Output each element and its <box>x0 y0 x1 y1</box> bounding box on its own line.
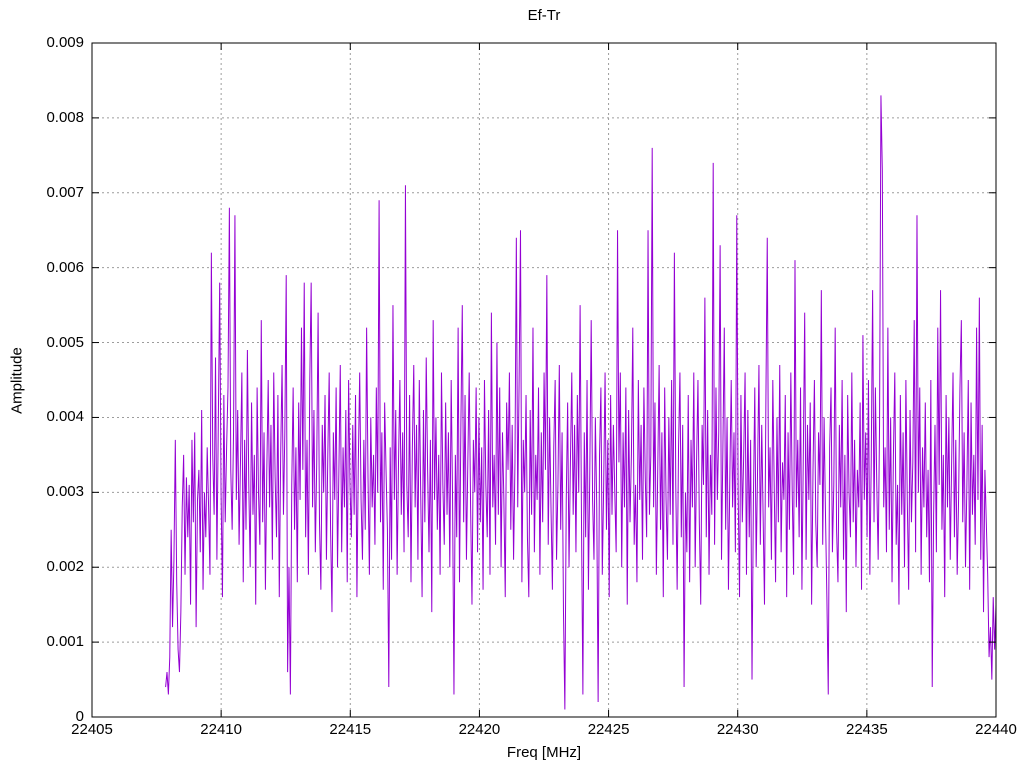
y-tick-label: 0.005 <box>46 333 84 351</box>
x-axis-label: Freq [MHz] <box>506 744 582 761</box>
y-tick-label: 0 <box>75 708 84 725</box>
y-tick-label: 0.001 <box>46 633 84 651</box>
y-tick-label: 0.002 <box>46 558 84 576</box>
y-tick-label: 0.004 <box>46 408 84 426</box>
data-line <box>165 95 997 710</box>
plot-border <box>91 42 997 718</box>
x-tick-label: 22405 <box>71 721 113 738</box>
y-tick-label: 0.006 <box>46 258 84 276</box>
x-tick-label: 22430 <box>716 721 759 738</box>
x-tick-label: 22435 <box>845 721 888 738</box>
x-tick-label: 22410 <box>200 721 242 738</box>
x-tick-label: 22420 <box>458 721 501 738</box>
y-tick-label: 0.008 <box>46 108 84 126</box>
x-tick-label: 22425 <box>587 721 630 738</box>
x-tick-label: 22440 <box>975 721 1017 738</box>
y-axis-label: Amplitude <box>8 347 26 414</box>
x-tick-label: 22415 <box>329 721 372 738</box>
y-tick-label: 0.009 <box>46 34 84 51</box>
y-tick-label: 0.003 <box>46 483 84 501</box>
chart-title: Ef-Tr <box>527 7 561 24</box>
y-tick-label: 0.007 <box>46 183 84 201</box>
